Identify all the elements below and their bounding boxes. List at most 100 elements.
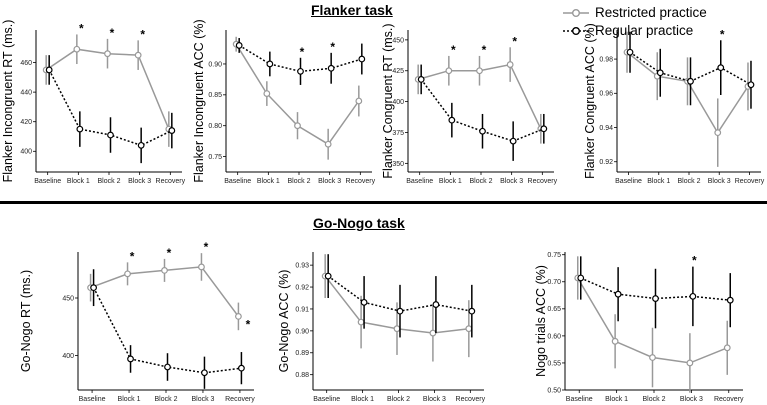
x-tick-label: Block 3 xyxy=(500,178,523,185)
x-tick-label: Baseline xyxy=(313,396,340,403)
significance-star: * xyxy=(130,249,135,263)
x-tick-label: Block 1 xyxy=(67,178,90,185)
data-point-restricted xyxy=(73,45,81,53)
significance-star: * xyxy=(140,27,145,41)
x-tick-label: Recovery xyxy=(156,178,186,185)
chart-panel-6: 0.88 0.89 0.90 0.91 0.92 0.93 Baseline Block 1 B… xyxy=(277,252,486,403)
x-tick-label: Block 3 xyxy=(128,178,151,185)
data-point-regular xyxy=(432,301,440,308)
data-point-regular xyxy=(656,69,664,77)
y-tick-label: 375 xyxy=(392,130,404,137)
y-tick-label: 0.92 xyxy=(599,159,613,166)
data-point-regular xyxy=(509,137,517,145)
x-tick-label: Block 2 xyxy=(643,396,666,403)
y-tick-label: 0.85 xyxy=(208,92,222,99)
flanker-task-title: Flanker task xyxy=(311,2,393,18)
y-tick-label: 0.91 xyxy=(295,306,309,313)
y-tick-label: 350 xyxy=(392,161,404,168)
data-point-regular xyxy=(137,141,145,149)
data-point-regular xyxy=(235,42,243,49)
chart-panel-5: 400 450 Baseline Block 1 Block 2 Block 3 Recov… xyxy=(19,240,255,403)
y-tick-label: 450 xyxy=(62,295,74,302)
data-point-regular xyxy=(266,60,274,68)
x-tick-label: Recovery xyxy=(456,396,486,403)
legend-item-regular: Regular practice xyxy=(561,22,767,40)
data-point-restricted xyxy=(355,97,363,105)
y-axis-label: Go-Nogo RT (ms.) xyxy=(19,270,33,372)
x-tick-label: Block 1 xyxy=(605,396,628,403)
data-point-regular xyxy=(90,284,97,292)
data-point-regular xyxy=(726,296,734,304)
x-tick-label: Baseline xyxy=(566,396,593,403)
x-tick-label: Block 3 xyxy=(423,396,446,403)
y-tick-label: 0.94 xyxy=(599,125,613,132)
y-tick-label: 0.65 xyxy=(547,306,561,313)
y-tick-label: 425 xyxy=(392,68,404,75)
significance-star: * xyxy=(300,45,305,59)
data-point-restricted xyxy=(124,270,131,278)
data-point-regular xyxy=(127,355,134,363)
significance-star: * xyxy=(204,240,209,254)
data-point-regular xyxy=(45,66,53,74)
x-tick-label: Baseline xyxy=(34,178,61,185)
y-tick-label: 0.60 xyxy=(547,333,561,340)
data-point-regular xyxy=(324,272,332,280)
data-point-restricted xyxy=(134,51,142,59)
data-point-restricted xyxy=(445,67,453,75)
data-point-regular xyxy=(687,77,694,85)
data-point-regular xyxy=(717,64,725,72)
data-point-regular xyxy=(396,307,404,315)
x-tick-label: Recovery xyxy=(346,178,376,185)
y-axis-label: Flanker Congruent RT (ms.) xyxy=(381,23,395,178)
chart-panel-7: 0.50 0.55 0.60 0.65 0.70 0.75 Baseline Block 1 B… xyxy=(534,252,744,403)
data-point-regular xyxy=(614,290,622,298)
legend-swatch-restricted xyxy=(563,8,589,17)
y-tick-label: 0.90 xyxy=(295,328,309,335)
y-tick-label: 0.92 xyxy=(295,284,309,291)
y-tick-label: 0.93 xyxy=(295,263,309,270)
x-tick-label: Baseline xyxy=(79,396,106,403)
x-tick-label: Block 2 xyxy=(98,178,121,185)
y-tick-label: 0.88 xyxy=(295,372,309,379)
data-point-regular xyxy=(417,75,425,83)
y-axis-label: Nogo trials ACC (%) xyxy=(534,265,548,377)
y-tick-label: 440 xyxy=(20,90,32,97)
data-point-restricted xyxy=(429,329,437,337)
y-tick-label: 0.75 xyxy=(547,252,561,259)
section-divider xyxy=(0,201,767,204)
data-point-restricted xyxy=(723,344,731,352)
legend-label-regular: Regular practice xyxy=(595,23,694,38)
legend-label-restricted: Restricted practice xyxy=(595,5,707,20)
x-tick-label: Block 3 xyxy=(708,178,731,185)
gonogo-task-title: Go-Nogo task xyxy=(313,215,405,231)
data-point-regular xyxy=(652,295,659,302)
series-line-regular xyxy=(92,287,242,374)
significance-star: * xyxy=(79,21,84,35)
x-tick-label: Block 2 xyxy=(288,178,311,185)
y-tick-label: 0.90 xyxy=(208,61,222,68)
y-tick-label: 0.89 xyxy=(295,350,309,357)
y-tick-label: 0.96 xyxy=(599,91,613,98)
data-point-regular xyxy=(168,127,176,134)
y-tick-label: 400 xyxy=(392,99,404,106)
data-point-restricted xyxy=(324,140,332,148)
y-tick-label: 0.50 xyxy=(547,387,561,394)
data-point-regular xyxy=(360,298,368,306)
significance-star: * xyxy=(692,254,697,268)
y-tick-label: 0.80 xyxy=(208,123,222,130)
legend-swatch-regular xyxy=(563,26,589,35)
data-point-restricted xyxy=(198,263,205,271)
data-point-regular xyxy=(297,67,304,75)
y-tick-label: 400 xyxy=(20,149,32,156)
data-point-restricted xyxy=(714,129,722,137)
data-point-regular xyxy=(577,274,585,282)
significance-star: * xyxy=(720,27,725,41)
legend-item-restricted: Restricted practice xyxy=(561,4,767,22)
y-tick-label: 0.55 xyxy=(547,360,561,367)
x-tick-label: Block 1 xyxy=(257,178,280,185)
data-point-regular xyxy=(468,307,476,315)
significance-star: * xyxy=(167,246,172,260)
data-point-regular xyxy=(201,369,208,377)
chart-panel-3: 350 375 400 425 450 Baseline Block 1 Block 2 Blo… xyxy=(381,23,558,185)
chart-legend: Restricted practice Regular practice xyxy=(561,2,767,42)
